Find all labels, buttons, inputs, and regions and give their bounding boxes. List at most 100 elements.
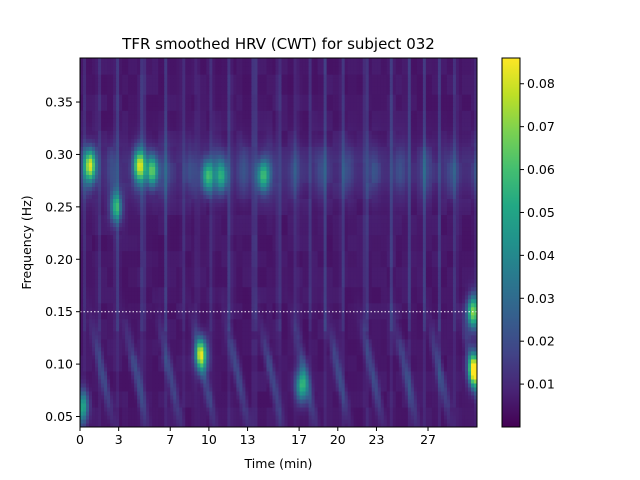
heatmap-cell xyxy=(329,326,334,332)
heatmap-cell xyxy=(248,402,253,408)
heatmap-cell xyxy=(446,386,451,392)
heatmap-cell xyxy=(200,314,204,320)
heatmap-cell xyxy=(407,362,412,368)
heatmap-cell xyxy=(200,350,204,356)
heatmap-cell xyxy=(431,390,436,396)
heatmap-cell xyxy=(188,394,192,400)
heatmap-cell xyxy=(158,330,162,336)
heatmap-cell xyxy=(293,410,298,416)
heatmap-cell xyxy=(464,418,469,424)
heatmap-cell xyxy=(299,358,304,364)
heatmap-cell xyxy=(302,406,307,412)
heatmap-cell xyxy=(140,414,144,420)
heatmap-cell xyxy=(236,374,240,380)
heatmap-cell xyxy=(128,402,132,408)
heatmap-cell xyxy=(263,350,268,356)
heatmap-cell xyxy=(83,406,87,412)
heatmap-cell xyxy=(113,314,117,320)
heatmap-cell xyxy=(206,406,210,412)
heatmap-cell xyxy=(341,350,346,356)
heatmap-cell xyxy=(218,330,222,336)
heatmap-cell xyxy=(383,314,388,320)
heatmap-cell xyxy=(287,394,292,400)
heatmap-cell xyxy=(362,362,367,368)
heatmap-cell xyxy=(371,414,376,420)
heatmap-cell xyxy=(131,382,135,388)
heatmap-cell xyxy=(89,386,93,392)
heatmap-cell xyxy=(170,346,174,352)
heatmap-cell xyxy=(416,318,421,324)
heatmap-cell xyxy=(287,386,292,392)
heatmap-cell xyxy=(89,370,93,376)
heatmap-cell xyxy=(407,342,412,348)
heatmap-cell xyxy=(464,366,469,372)
heatmap-cell xyxy=(167,406,171,412)
heatmap-cell xyxy=(248,366,253,372)
heatmap-cell xyxy=(98,342,102,348)
heatmap-cell xyxy=(101,342,105,348)
heatmap-cell xyxy=(290,398,295,404)
heatmap-cell xyxy=(167,322,171,328)
heatmap-cell xyxy=(434,418,439,424)
heatmap-cell xyxy=(302,422,307,427)
heatmap-cell xyxy=(320,422,325,427)
heatmap-cell xyxy=(383,322,388,328)
heatmap-cell xyxy=(341,370,346,376)
heatmap-cell xyxy=(221,322,225,328)
heatmap-cell xyxy=(173,358,177,364)
heatmap-cell xyxy=(158,314,162,320)
heatmap-cell xyxy=(233,334,237,340)
heatmap-cell xyxy=(443,414,448,420)
heatmap-cell xyxy=(371,370,376,376)
heatmap-cell xyxy=(233,406,237,412)
heatmap-cell xyxy=(254,366,259,372)
heatmap-cell xyxy=(383,410,388,416)
heatmap-cell xyxy=(164,318,168,324)
heatmap-cell xyxy=(365,326,370,332)
heatmap-cell xyxy=(194,330,198,336)
heatmap-cell xyxy=(389,418,394,424)
heatmap-cell xyxy=(380,310,385,316)
heatmap-cell xyxy=(296,390,301,396)
heatmap-cell xyxy=(263,398,268,404)
heatmap-cell xyxy=(416,422,421,427)
heatmap-cell xyxy=(230,326,234,332)
heatmap-cell xyxy=(185,350,189,356)
heatmap-cell xyxy=(410,386,415,392)
heatmap-cell xyxy=(323,314,328,320)
heatmap-cell xyxy=(434,346,439,352)
heatmap-cell xyxy=(386,402,391,408)
heatmap-cell xyxy=(443,386,448,392)
heatmap-cell xyxy=(275,422,280,427)
heatmap-cell xyxy=(200,362,204,368)
heatmap-cell xyxy=(428,390,433,396)
heatmap-cell xyxy=(101,338,105,344)
heatmap-cell xyxy=(185,390,189,396)
heatmap-cell xyxy=(200,310,204,316)
heatmap-cell xyxy=(170,382,174,388)
heatmap-cell xyxy=(92,318,96,324)
heatmap-cell xyxy=(248,386,253,392)
heatmap-cell xyxy=(329,406,334,412)
heatmap-cell xyxy=(470,354,475,360)
heatmap-cell xyxy=(467,386,472,392)
heatmap-cell xyxy=(146,330,150,336)
heatmap-cell xyxy=(431,366,436,372)
heatmap-cell xyxy=(452,350,457,356)
heatmap-cell xyxy=(275,386,280,392)
heatmap-cell xyxy=(215,334,219,340)
heatmap-cell xyxy=(470,370,475,376)
heatmap-cell xyxy=(326,314,331,320)
heatmap-cell xyxy=(401,354,406,360)
heatmap-cell xyxy=(155,418,159,424)
heatmap-cell xyxy=(293,366,298,372)
heatmap-cell xyxy=(389,318,394,324)
heatmap-cell xyxy=(197,406,201,412)
heatmap-cell xyxy=(284,390,289,396)
heatmap-cell xyxy=(92,378,96,384)
heatmap-cell xyxy=(137,382,141,388)
heatmap-cell xyxy=(437,330,442,336)
heatmap-cell xyxy=(356,358,361,364)
heatmap-cell xyxy=(80,326,84,332)
heatmap-cell xyxy=(374,374,379,380)
